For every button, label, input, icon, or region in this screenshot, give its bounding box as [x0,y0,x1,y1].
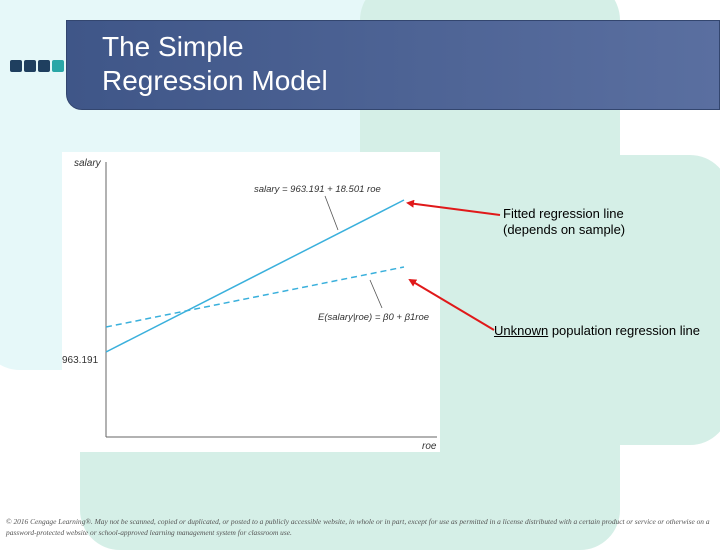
unknown-emphasis: Unknown [494,323,549,338]
population-regression-line [105,266,405,328]
background-shape [430,155,720,445]
x-axis-label: roe [422,441,437,452]
intercept-label: 963.191 [62,355,99,366]
y-axis-label: salary [74,158,102,169]
decor-square [10,60,22,72]
fitted-regression-line [105,199,405,353]
fitted-line-subtext: (depends on sample) [503,222,626,237]
regression-figure: salary roe 963.191 salary = 963.191 + 18… [62,152,440,452]
population-equation: E(salary|roe) = β0 + β1roe [318,312,429,323]
fitted-line-text: Fitted regression line [503,206,624,221]
decor-square [52,60,64,72]
population-line-text: population regression line [548,323,700,338]
fitted-equation-leader [324,195,339,231]
decor-square [38,60,50,72]
fitted-line-annotation: Fitted regression line (depends on sampl… [503,206,625,238]
copyright-notice: © 2016 Cengage Learning®. May not be sca… [6,517,710,537]
population-equation-leader [369,279,383,309]
fitted-equation: salary = 963.191 + 18.501 roe [254,184,381,195]
decor-square [24,60,36,72]
population-line-annotation: Unknown population regression line [494,323,700,339]
slide-title: The Simple Regression Model [102,31,328,96]
decorative-squares [10,60,64,72]
regression-plot: salary roe 963.191 salary = 963.191 + 18… [62,158,437,452]
